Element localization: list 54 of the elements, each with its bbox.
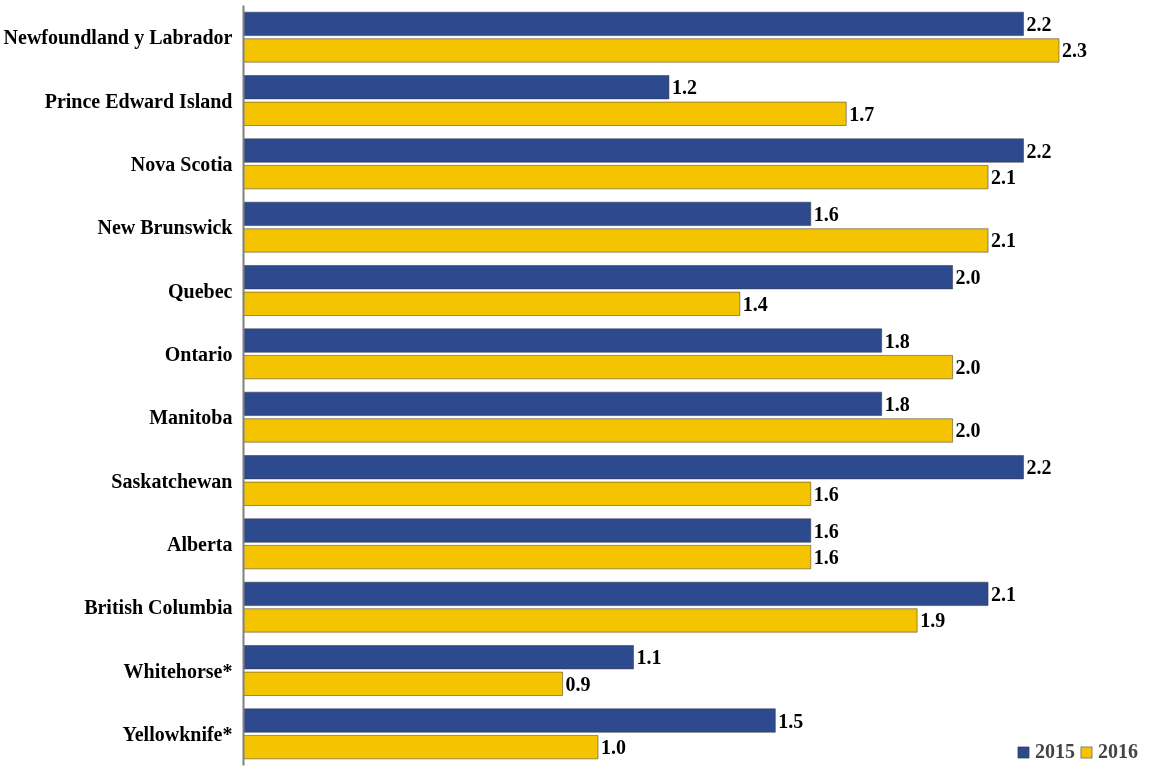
bar [243, 38, 1060, 63]
data-label: 2.0 [955, 266, 981, 289]
data-label: 1.4 [742, 292, 768, 315]
bar [243, 708, 776, 733]
bar [243, 138, 1024, 163]
data-label: 2.1 [991, 166, 1017, 189]
data-label: 1.8 [884, 329, 910, 352]
bar [243, 735, 599, 760]
data-label: 1.9 [920, 609, 946, 632]
y-tick-label: Prince Edward Island [44, 89, 233, 112]
data-label: 0.9 [565, 672, 591, 695]
bar [243, 581, 989, 606]
y-tick-label: Whitehorse* [123, 659, 233, 682]
y-tick-label: Newfoundland y Labrador [3, 26, 233, 50]
y-tick-label: Manitoba [149, 406, 233, 429]
data-label: 1.5 [778, 709, 804, 732]
bar [243, 608, 918, 633]
bar [243, 165, 989, 190]
data-label: 1.8 [884, 392, 910, 415]
data-label: 2.2 [1026, 456, 1052, 479]
data-label: 2.2 [1026, 139, 1052, 162]
data-label: 1.1 [636, 646, 662, 669]
bar [243, 355, 953, 380]
data-label: 1.6 [813, 202, 839, 225]
data-label: 1.2 [671, 76, 697, 99]
y-tick-label: Saskatchewan [111, 469, 233, 492]
data-label: 1.0 [601, 736, 627, 759]
data-label: 1.6 [813, 482, 839, 505]
bar [243, 11, 1024, 36]
data-label: 1.7 [849, 102, 875, 125]
data-label: 2.1 [991, 582, 1017, 605]
legend-label: 2015 [1035, 740, 1075, 763]
legend-label: 2016 [1098, 740, 1138, 763]
data-label: 2.2 [1026, 12, 1052, 35]
bar [243, 328, 882, 353]
y-tick-label: Yellowknife* [122, 722, 233, 745]
y-tick-label: Alberta [166, 532, 233, 555]
data-label: 2.1 [991, 229, 1017, 252]
data-label: 1.6 [813, 519, 839, 542]
data-label: 2.3 [1061, 39, 1087, 62]
y-tick-label: Quebec [168, 279, 233, 302]
bar [243, 201, 812, 226]
data-label: 1.6 [813, 546, 839, 569]
y-tick-label: British Columbia [84, 596, 233, 619]
y-tick-label: Nova Scotia [130, 152, 233, 175]
data-label: 2.0 [955, 356, 981, 379]
bar [243, 228, 989, 253]
data-label: 2.0 [955, 419, 981, 442]
y-tick-label: Ontario [164, 342, 233, 365]
bar [243, 518, 812, 543]
bar [243, 391, 882, 416]
y-tick-label: New Brunswick [97, 216, 234, 239]
bar [243, 418, 953, 443]
bar [243, 545, 812, 570]
